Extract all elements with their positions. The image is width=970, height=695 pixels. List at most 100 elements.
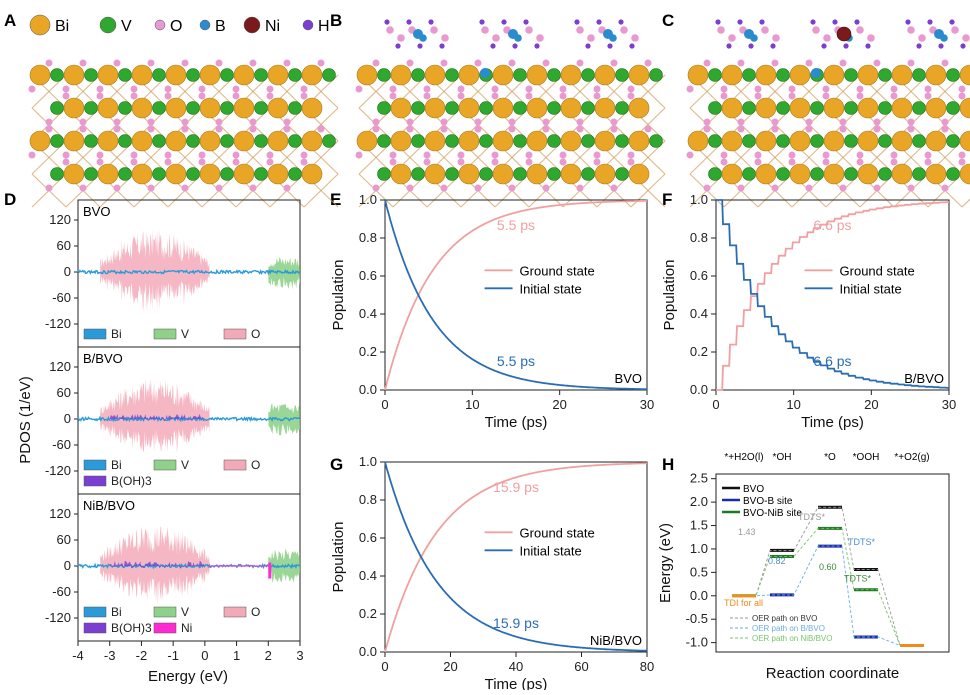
o-atom [216,60,223,67]
bi-atom [302,131,322,151]
pdos-ytick-label: -120 [45,463,71,478]
o-atom [114,60,121,67]
h-atom [832,19,837,24]
h-atom [479,19,484,24]
ytick-label: 0.6 [359,268,377,283]
atom-legend-label-bi: Bi [55,18,69,35]
o-atom [645,60,652,67]
o-atom [284,126,291,133]
h-atom [715,19,720,24]
bi-atom [595,65,615,85]
o-atom [806,119,813,126]
bi-atom [756,164,776,184]
o-atom [97,159,104,166]
h-atom [759,19,764,24]
legend-label-2: BVO-NiB site [743,508,802,519]
pdos-title-0: BVO [83,204,110,219]
h-atom [770,43,775,48]
o-atom [891,93,898,100]
bi-atom [302,65,322,85]
bi-atom [64,98,84,118]
o-atom [114,185,121,192]
v-atom [85,102,98,115]
o-atom [577,119,584,126]
yaxis-label: Energy (eV) [657,523,674,603]
bi-atom [892,164,912,184]
v-atom [947,168,960,181]
tau-label-ground: 6.6 ps [813,217,851,233]
v-atom [378,102,391,115]
v-atom [913,102,926,115]
xtick-label: 20 [864,397,878,412]
v-atom [616,168,629,181]
bi-atom [858,164,878,184]
ytick-label: 0.8 [359,492,377,507]
o-atom [611,60,618,67]
o-atom [823,86,830,93]
legend-label-initial: Initial state [520,281,582,296]
pdos-ylabel: PDOS (1/eV) [17,376,34,464]
xtick-label: 0 [381,659,388,674]
o-atom [840,119,847,126]
o-atom [492,159,499,166]
o-atom [131,152,138,159]
legend-label-1: BVO-B site [743,496,793,507]
o-atom [789,159,796,166]
yaxis-label: Population [330,522,347,593]
panel-label-h: H [662,455,674,474]
bi-atom [824,131,844,151]
bi-atom [357,131,377,151]
panel-label-b: B [330,11,342,30]
o-atom [424,93,431,100]
o-atom [942,185,949,192]
bi-atom [64,164,84,184]
o-atom [721,159,728,166]
b-atom [811,68,821,78]
bi-atom [722,65,742,85]
yaxis-label: Population [661,260,678,331]
o-atom [891,159,898,166]
v-atom [548,135,561,148]
bi-atom [858,131,878,151]
v-atom [777,135,790,148]
h-atom [726,43,731,48]
o-atom [46,60,53,67]
o-atom [63,152,70,159]
bi-atom [425,65,445,85]
step-label: *+H2O(l) [724,452,763,463]
o-atom [131,86,138,93]
h-atom [737,19,742,24]
o-atom [46,126,53,133]
ytick-label: 0.0 [690,382,708,397]
bi-atom [425,164,445,184]
xtick-label: 20 [443,659,457,674]
o-atom [942,60,949,67]
o-atom [772,185,779,192]
xtick-label: 10 [465,397,479,412]
h-atom [960,43,965,48]
o-atom [267,86,274,93]
bi-atom [234,98,254,118]
bi-atom [722,131,742,151]
o-atom [577,60,584,67]
bi-atom [722,164,742,184]
o-atom [114,126,121,133]
bi-atom [200,131,220,151]
v-atom [582,168,595,181]
v-atom [446,168,459,181]
v-atom [289,69,302,82]
ytick-label: 0.4 [690,306,708,321]
o-atom [812,26,820,34]
o-atom [891,86,898,93]
h-atom [905,19,910,24]
o-atom [840,185,847,192]
h-atom [417,43,422,48]
bi-atom [268,164,288,184]
bi-atom [234,131,254,151]
atom-legend-swatch-o [155,20,165,30]
bi-atom [200,164,220,184]
h-atom [428,19,433,24]
